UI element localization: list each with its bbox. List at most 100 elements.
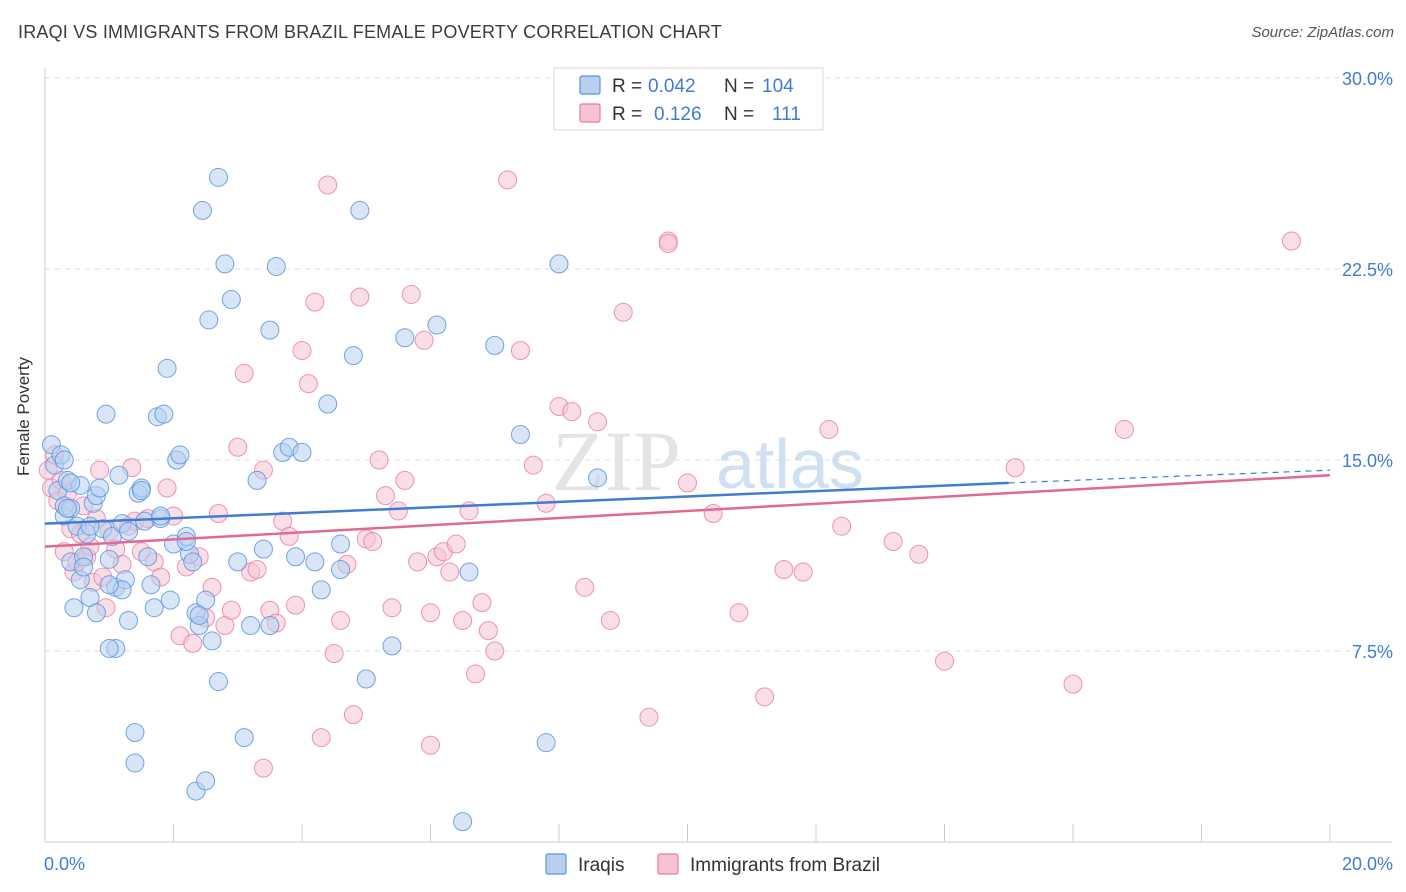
point-brazil-50 (292, 340, 312, 360)
stats-r-label-1: R = (612, 76, 642, 97)
point-brazil-79 (478, 621, 498, 641)
y-tick-label-3: 30.0% (1342, 69, 1393, 89)
point-brazil-58 (343, 705, 363, 725)
point-brazil-93 (678, 473, 697, 493)
point-iraqis-91 (74, 557, 94, 577)
point-brazil-88 (588, 412, 608, 432)
point-brazil-59 (350, 287, 370, 307)
stats-n-label-2: N = (724, 104, 754, 125)
point-brazil-96 (755, 687, 775, 707)
trend-line-iraqis-extension (1008, 469, 1331, 484)
point-brazil-61 (363, 531, 383, 551)
point-brazil-83 (523, 455, 543, 475)
point-iraqis-84 (99, 638, 119, 658)
legend-swatch-brazil (657, 853, 679, 875)
point-iraqis-55 (221, 290, 241, 310)
y-tick-label-1: 15.0% (1342, 451, 1393, 471)
point-brazil-97 (774, 560, 794, 580)
point-brazil-41 (234, 363, 254, 383)
y-tick-label-0: 7.5% (1352, 642, 1393, 662)
point-brazil-40 (228, 437, 248, 457)
point-iraqis-57 (234, 728, 254, 748)
point-brazil-73 (440, 562, 460, 582)
point-brazil-100 (832, 516, 852, 536)
point-brazil-69 (414, 330, 434, 350)
point-iraqis-53 (208, 167, 228, 187)
point-brazil-110 (253, 758, 273, 778)
point-brazil-87 (575, 577, 595, 597)
tick-labels: 7.5% 15.0% 22.5% 30.0% 0.0% 20.0% (44, 69, 1393, 874)
point-iraqis-51 (199, 310, 219, 330)
stats-r-value-2: 0.126 (654, 104, 702, 125)
stats-r-value-1: 0.042 (648, 76, 696, 97)
point-iraqis-34 (141, 575, 161, 595)
point-iraqis-40 (160, 590, 180, 610)
point-brazil-94 (703, 503, 723, 523)
stats-r-label-2: R = (612, 104, 642, 125)
axes (44, 68, 1392, 843)
point-brazil-62 (369, 450, 389, 470)
point-brazil-98 (793, 562, 813, 582)
point-iraqis-89 (131, 481, 151, 501)
point-brazil-106 (1114, 419, 1134, 439)
watermark-zip: ZIP (552, 413, 681, 509)
point-brazil-29 (157, 478, 177, 498)
point-brazil-67 (401, 284, 421, 304)
stats-swatch-brazil (579, 103, 601, 123)
point-iraqis-35 (144, 598, 164, 618)
point-iraqis-39 (157, 358, 177, 378)
point-brazil-68 (408, 552, 428, 572)
point-brazil-65 (388, 501, 408, 521)
chart-title: IRAQI VS IMMIGRANTS FROM BRAZIL FEMALE P… (18, 22, 722, 42)
point-iraqis-102 (176, 531, 196, 551)
point-brazil-70 (421, 603, 440, 623)
source-label: Source: ZipAtlas.com (1251, 24, 1394, 41)
point-brazil-102 (909, 544, 929, 564)
x-tick-label-min: 0.0% (44, 854, 85, 874)
point-iraqis-76 (427, 315, 447, 335)
point-iraqis-81 (536, 733, 556, 753)
point-brazil-109 (421, 735, 440, 755)
point-brazil-89 (600, 610, 620, 630)
point-brazil-82 (510, 340, 530, 360)
point-brazil-75 (453, 610, 473, 630)
stats-n-value-1: 104 (762, 76, 794, 97)
series-iraqis-points (41, 167, 608, 832)
point-brazil-48 (279, 526, 299, 546)
point-iraqis-83 (588, 468, 608, 488)
point-brazil-74 (446, 534, 466, 554)
point-iraqis-92 (189, 605, 209, 625)
point-brazil-64 (382, 598, 402, 618)
point-iraqis-68 (311, 580, 331, 600)
point-iraqis-93 (260, 616, 280, 636)
series-brazil-points (38, 170, 1301, 778)
stats-n-value-2: 111 (772, 104, 801, 125)
point-iraqis-87 (196, 771, 216, 791)
point-iraqis-99 (80, 516, 100, 536)
point-iraqis-62 (266, 256, 286, 276)
point-brazil-52 (305, 292, 325, 312)
point-iraqis-56 (228, 552, 248, 572)
point-iraqis-9 (64, 598, 84, 618)
legend-label-brazil: Immigrants from Brazil (690, 855, 880, 876)
point-iraqis-75 (395, 328, 415, 348)
point-iraqis-101 (151, 506, 171, 526)
trend-line-iraqis (44, 481, 1009, 525)
x-tick-label-max: 20.0% (1342, 854, 1393, 874)
point-iraqis-58 (241, 616, 261, 636)
point-brazil-16 (90, 460, 110, 480)
point-iraqis-77 (453, 812, 473, 832)
point-iraqis-82 (549, 254, 569, 274)
stats-n-label-1: N = (724, 76, 754, 97)
point-brazil-108 (658, 234, 678, 254)
point-brazil-86 (562, 402, 582, 422)
point-iraqis-19 (96, 404, 116, 424)
point-brazil-37 (208, 503, 228, 523)
point-brazil-54 (318, 175, 338, 195)
point-iraqis-32 (135, 511, 155, 531)
bottom-legend: Iraqis Immigrants from Brazil (545, 853, 880, 876)
point-brazil-43 (247, 560, 267, 580)
point-brazil-78 (472, 593, 492, 613)
point-iraqis-59 (247, 470, 267, 490)
